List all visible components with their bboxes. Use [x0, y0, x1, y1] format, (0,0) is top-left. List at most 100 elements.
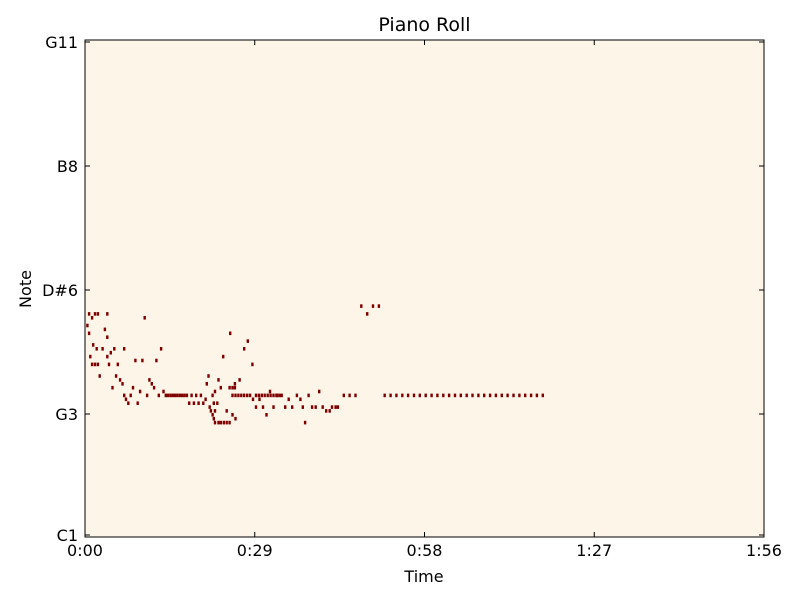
note-mark: [278, 393, 281, 398]
note-mark: [123, 393, 126, 398]
note-mark: [251, 397, 255, 402]
note-mark: [109, 350, 112, 355]
note-mark: [307, 393, 310, 398]
note-mark: [459, 393, 462, 398]
note-mark: [113, 347, 116, 351]
y-axis-label: Note: [16, 270, 35, 308]
note-mark: [228, 420, 231, 425]
note-mark: [106, 354, 109, 359]
note-mark: [98, 374, 101, 378]
note-mark: [330, 405, 334, 409]
note-mark: [257, 393, 261, 398]
note-mark: [424, 393, 427, 398]
note-mark: [212, 401, 215, 405]
note-mark: [254, 405, 258, 409]
note-mark: [401, 393, 404, 398]
note-mark: [207, 374, 210, 378]
note-mark: [354, 393, 357, 398]
note-mark: [216, 401, 219, 405]
note-mark: [295, 393, 299, 398]
note-mark: [136, 401, 139, 405]
y-tick-label: B8: [57, 157, 78, 176]
notes-layer: [86, 304, 544, 425]
note-mark: [228, 385, 231, 390]
note-mark: [412, 393, 416, 398]
y-tick-label: D#6: [42, 281, 78, 300]
note-mark: [231, 393, 234, 398]
note-mark: [248, 393, 252, 398]
note-mark: [129, 393, 132, 398]
note-mark: [114, 374, 118, 378]
note-mark: [171, 393, 174, 398]
note-mark: [222, 420, 225, 425]
note-mark: [87, 312, 91, 316]
note-mark: [106, 335, 109, 339]
note-mark: [406, 393, 410, 398]
note-mark: [251, 362, 254, 367]
note-mark: [265, 413, 268, 417]
x-tick-label: 0:29: [237, 541, 273, 560]
note-mark: [217, 420, 220, 425]
note-mark: [127, 401, 130, 405]
note-mark: [447, 393, 451, 398]
note-mark: [192, 401, 196, 405]
note-mark: [93, 362, 97, 367]
note-mark: [269, 393, 272, 398]
chart-title: Piano Roll: [378, 14, 471, 36]
note-mark: [541, 393, 544, 398]
note-mark: [314, 405, 317, 409]
note-mark: [240, 393, 243, 398]
note-mark: [195, 393, 198, 398]
note-mark: [243, 393, 246, 398]
note-mark: [222, 354, 225, 359]
note-mark: [334, 405, 337, 409]
note-mark: [202, 401, 205, 405]
note-mark: [518, 393, 521, 398]
note-mark: [336, 405, 340, 409]
note-mark: [301, 405, 304, 409]
note-mark: [389, 393, 392, 398]
note-mark: [524, 393, 527, 398]
note-mark: [178, 393, 182, 398]
y-tick-label: G11: [45, 33, 78, 52]
note-mark: [90, 316, 94, 320]
note-mark: [254, 393, 258, 398]
note-mark: [152, 385, 156, 390]
note-mark: [211, 393, 214, 398]
note-mark: [465, 393, 468, 398]
note-mark: [243, 347, 246, 351]
note-mark: [209, 409, 213, 413]
note-mark: [111, 385, 114, 390]
note-mark: [284, 405, 287, 409]
note-mark: [86, 323, 89, 328]
note-mark: [197, 401, 200, 405]
note-mark: [190, 393, 193, 398]
note-mark: [164, 393, 167, 398]
note-mark: [303, 420, 307, 425]
note-mark: [366, 312, 369, 316]
note-mark: [291, 405, 294, 409]
note-mark: [229, 331, 232, 336]
note-mark: [107, 362, 111, 367]
note-mark: [310, 405, 314, 409]
note-mark: [529, 393, 533, 398]
note-mark: [321, 405, 324, 409]
note-mark: [237, 393, 240, 398]
note-mark: [418, 393, 421, 398]
note-mark: [121, 382, 124, 386]
note-mark: [181, 393, 184, 398]
note-mark: [287, 397, 290, 402]
note-mark: [233, 385, 237, 390]
note-mark: [89, 354, 92, 359]
note-mark: [143, 316, 146, 320]
note-mark: [371, 304, 375, 308]
note-mark: [360, 304, 363, 308]
note-mark: [234, 416, 237, 421]
note-mark: [488, 393, 492, 398]
note-mark: [213, 420, 217, 425]
note-mark: [183, 393, 186, 398]
note-mark: [103, 327, 107, 332]
axes-layer: 0:00 0:29 0:58 1:27 1:56 C1 G3 D#6 B8 G11: [42, 33, 782, 560]
note-mark: [500, 393, 503, 398]
